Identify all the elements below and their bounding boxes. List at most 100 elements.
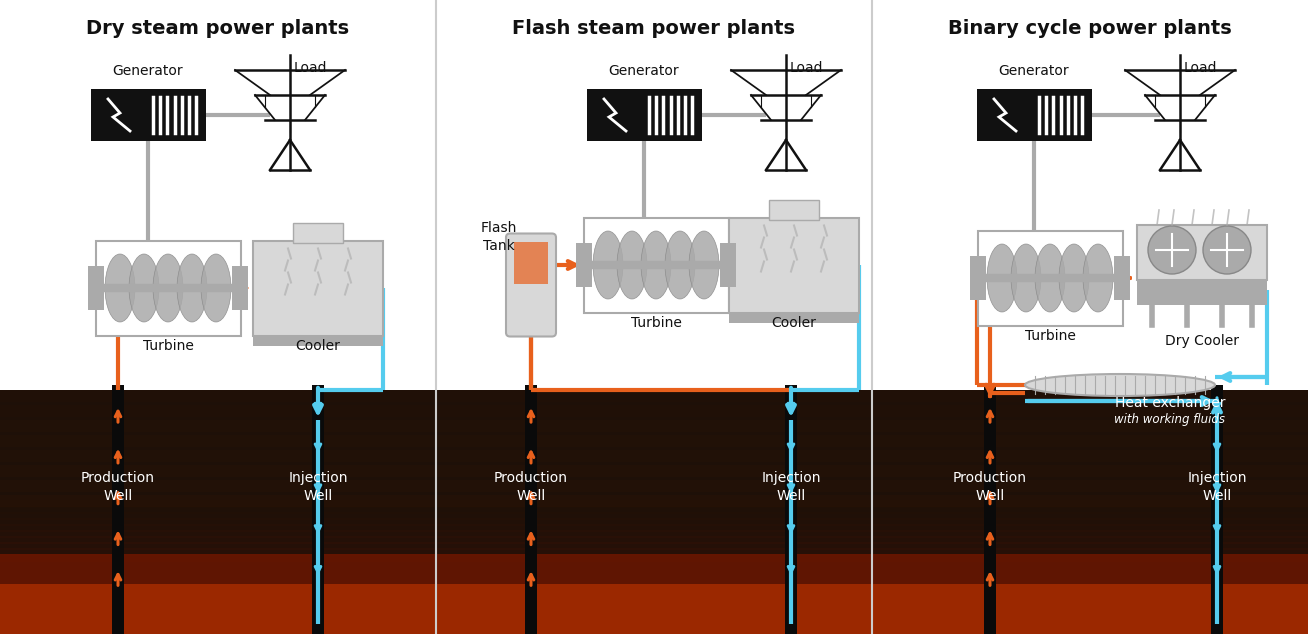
Ellipse shape [130, 254, 158, 322]
Text: Turbine: Turbine [631, 316, 682, 330]
Ellipse shape [1083, 244, 1113, 312]
Bar [872, 554, 1308, 562]
Bar [720, 243, 736, 287]
Ellipse shape [105, 254, 135, 322]
Text: Binary cycle power plants: Binary cycle power plants [948, 18, 1232, 37]
Bar [0, 390, 436, 634]
Bar [436, 495, 872, 507]
Ellipse shape [593, 231, 623, 299]
FancyBboxPatch shape [507, 233, 556, 337]
Bar [436, 405, 872, 417]
Bar [977, 89, 1092, 141]
Bar [96, 240, 241, 335]
Bar [0, 450, 436, 462]
Bar [0, 435, 436, 447]
Bar [872, 435, 1308, 447]
Ellipse shape [689, 231, 719, 299]
Bar [436, 536, 872, 544]
Ellipse shape [1011, 244, 1041, 312]
Ellipse shape [641, 231, 672, 299]
Text: Heat exchanger: Heat exchanger [1115, 396, 1225, 410]
Text: Injection
Well: Injection Well [762, 470, 821, 503]
Bar [88, 266, 103, 310]
Bar [872, 512, 1308, 520]
Text: Generator: Generator [999, 64, 1069, 78]
Bar [232, 266, 247, 310]
Bar [436, 390, 872, 402]
Bar [872, 554, 1308, 634]
Bar [1114, 256, 1130, 300]
Bar [436, 524, 872, 532]
Ellipse shape [202, 254, 230, 322]
Bar [436, 435, 872, 447]
Text: Turbine: Turbine [143, 339, 194, 353]
Bar [872, 524, 1308, 532]
Bar [586, 89, 702, 141]
Bar [90, 89, 206, 141]
Bar [872, 536, 1308, 544]
Bar [0, 500, 436, 508]
Bar [872, 530, 1308, 538]
Bar [872, 390, 1308, 634]
Bar [729, 217, 859, 313]
Bar [0, 518, 436, 526]
Bar [0, 530, 436, 538]
Text: Turbine: Turbine [1025, 329, 1076, 343]
Bar [436, 548, 872, 556]
Bar [436, 465, 872, 477]
Ellipse shape [1035, 244, 1066, 312]
Bar [113, 385, 124, 634]
Bar [872, 506, 1308, 514]
Circle shape [1203, 226, 1251, 274]
Ellipse shape [987, 244, 1017, 312]
Bar [576, 243, 592, 287]
Bar [872, 465, 1308, 477]
Ellipse shape [617, 231, 647, 299]
Text: Generator: Generator [113, 64, 183, 78]
Bar [872, 450, 1308, 462]
Bar [768, 200, 819, 219]
Ellipse shape [1059, 244, 1089, 312]
Bar [436, 500, 872, 508]
Bar [970, 256, 986, 300]
Bar [436, 584, 872, 634]
Text: Dry steam power plants: Dry steam power plants [86, 18, 350, 37]
Bar [253, 335, 384, 346]
Bar [1138, 280, 1267, 305]
Bar [584, 217, 729, 313]
Bar [436, 450, 872, 462]
Bar [0, 584, 436, 634]
Bar [1211, 385, 1223, 634]
Bar [872, 548, 1308, 556]
Bar [253, 240, 384, 335]
Bar [436, 542, 872, 550]
Text: Flash
Tank: Flash Tank [480, 221, 517, 253]
Bar [436, 554, 872, 562]
Bar [436, 512, 872, 520]
Bar [0, 554, 436, 634]
Ellipse shape [665, 231, 695, 299]
Bar [436, 554, 872, 634]
Bar [436, 518, 872, 526]
Bar [0, 480, 436, 492]
Bar [0, 512, 436, 520]
Bar [0, 420, 436, 432]
Bar [0, 405, 436, 417]
Ellipse shape [1025, 374, 1215, 396]
Bar [0, 495, 436, 507]
Text: Generator: Generator [609, 64, 679, 78]
Text: Injection
Well: Injection Well [288, 470, 348, 503]
Bar [514, 242, 548, 284]
Text: Production
Well: Production Well [953, 470, 1028, 503]
Bar [872, 480, 1308, 492]
Bar [1138, 225, 1267, 280]
Text: Load: Load [789, 61, 823, 75]
Bar [0, 536, 436, 544]
Text: Flash steam power plants: Flash steam power plants [513, 18, 796, 37]
Bar [525, 385, 537, 634]
Bar [293, 223, 343, 242]
Circle shape [1148, 226, 1196, 274]
Bar [436, 530, 872, 538]
Text: Cooler: Cooler [771, 316, 817, 330]
Text: Injection
Well: Injection Well [1187, 470, 1246, 503]
